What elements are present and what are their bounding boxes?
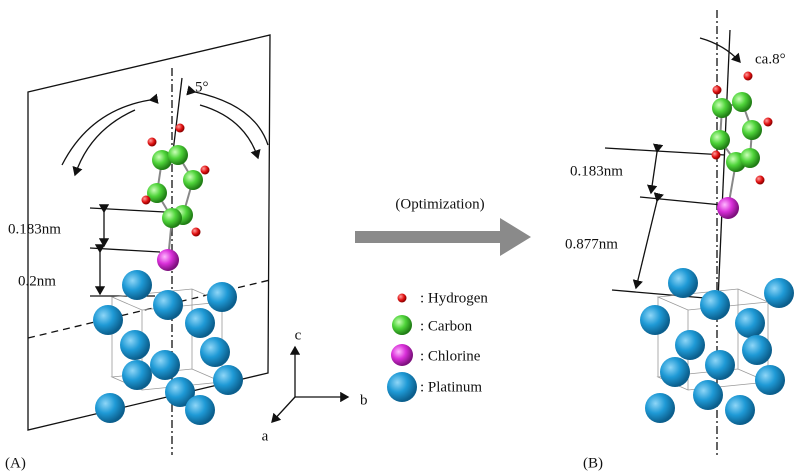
platinum-atom <box>93 305 123 335</box>
platinum-atom <box>668 268 698 298</box>
rotation-arrow <box>195 92 268 145</box>
rotation-arrow <box>62 100 150 165</box>
platinum-atom <box>735 308 765 338</box>
dimension-arrow <box>651 152 657 193</box>
chlorine-atom <box>391 344 413 366</box>
distance-label: 0.877nm <box>565 236 618 252</box>
rotation-arrow <box>700 38 740 62</box>
platinum-atom <box>705 350 735 380</box>
platinum-atom <box>153 290 183 320</box>
dimension-line <box>605 148 725 155</box>
platinum-atom <box>645 393 675 423</box>
platinum-atom <box>122 270 152 300</box>
atoms <box>93 72 794 426</box>
hydrogen-atom <box>756 176 765 185</box>
legend-label: : Platinum <box>420 379 482 395</box>
hydrogen-atom <box>192 228 201 237</box>
hydrogen-atom <box>142 196 151 205</box>
process-label: (Optimization) <box>395 196 484 212</box>
legend-label: : Hydrogen <box>420 290 488 306</box>
carbon-atom <box>710 130 730 150</box>
platinum-atom <box>207 282 237 312</box>
diagram: 5° 0.183nm 0.2nm (A) (Optimization) : Hy… <box>0 0 795 475</box>
carbon-atom <box>742 120 762 140</box>
dimension-line <box>90 208 165 212</box>
hydrogen-atom <box>764 118 773 127</box>
distance-label: 0.183nm <box>570 163 623 179</box>
hydrogen-atom <box>398 294 407 303</box>
carbon-atom <box>183 170 203 190</box>
angle-label: ca.8° <box>755 51 786 67</box>
carbon-atom <box>712 98 732 118</box>
dimension-line <box>640 197 722 205</box>
platinum-atom <box>700 290 730 320</box>
axis-a <box>272 397 295 422</box>
process-arrow <box>355 218 531 256</box>
platinum-atom <box>755 365 785 395</box>
platinum-atom <box>185 308 215 338</box>
rotation-arrow <box>200 105 258 158</box>
carbon-atom <box>392 315 412 335</box>
panel-label: (A) <box>5 455 26 471</box>
platinum-atom <box>95 393 125 423</box>
hydrogen-atom <box>712 151 721 160</box>
distance-label: 0.183nm <box>8 221 61 237</box>
hydrogen-atom <box>148 138 157 147</box>
platinum-atom <box>764 278 794 308</box>
dimension-arrow <box>636 201 657 288</box>
rotation-arrow <box>75 110 135 175</box>
platinum-atom <box>693 380 723 410</box>
platinum-atom <box>150 350 180 380</box>
platinum-atom <box>200 337 230 367</box>
legend-label: : Chlorine <box>420 348 481 364</box>
dimension-line <box>90 248 160 252</box>
hydrogen-atom <box>713 86 722 95</box>
platinum-atom <box>660 357 690 387</box>
platinum-atom <box>725 395 755 425</box>
chlorine-atom <box>157 249 179 271</box>
page: 5° 0.183nm 0.2nm (A) (Optimization) : Hy… <box>0 0 795 475</box>
carbon-atom <box>162 208 182 228</box>
platinum-atom <box>185 395 215 425</box>
platinum-atom <box>742 335 772 365</box>
platinum-atom <box>122 360 152 390</box>
axis-label: a <box>262 428 269 444</box>
hydrogen-atom <box>176 124 185 133</box>
platinum-atom <box>213 365 243 395</box>
angle-label: 5° <box>195 79 209 95</box>
legend-label: : Carbon <box>420 318 473 334</box>
chlorine-atom <box>717 197 739 219</box>
platinum-atom <box>120 330 150 360</box>
platinum-atom <box>387 372 417 402</box>
hydrogen-atom <box>201 166 210 175</box>
axis-label: c <box>295 327 302 343</box>
carbon-atom <box>740 148 760 168</box>
platinum-atom <box>675 330 705 360</box>
carbon-atom <box>168 145 188 165</box>
hydrogen-atom <box>744 72 753 81</box>
platinum-atom <box>640 305 670 335</box>
carbon-atom <box>732 92 752 112</box>
axis-label: b <box>360 392 368 408</box>
distance-label: 0.2nm <box>18 273 56 289</box>
panel-label: (B) <box>583 455 603 471</box>
